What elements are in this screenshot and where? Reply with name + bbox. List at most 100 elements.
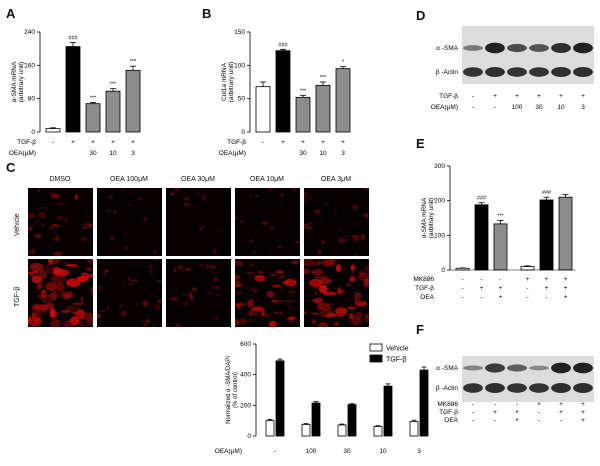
row-label-oea: OEA(μM)	[219, 150, 246, 157]
y-tick-label: 100	[234, 62, 245, 69]
y-axis-label: Normalized α -SMA/DAPI	[226, 356, 232, 424]
bar	[493, 223, 508, 271]
row-value: -	[274, 448, 276, 455]
significance-mark: ***	[320, 75, 327, 81]
row-value: -	[472, 93, 474, 100]
y-tick-label: 0	[247, 433, 251, 440]
significance-mark: ###	[477, 196, 487, 202]
micrograph-image	[235, 188, 300, 256]
significance-mark: ###	[68, 35, 78, 41]
bar	[265, 420, 275, 437]
y-tick-label: 300	[434, 163, 445, 170]
blot-membrane	[462, 26, 594, 84]
blot-band	[507, 383, 527, 393]
y-tick-label: 150	[234, 29, 245, 36]
significance-mark: *	[342, 60, 345, 66]
micrograph-image	[304, 259, 369, 327]
significance-mark: ###	[278, 42, 288, 48]
y-axis-label: α-SMA mRNA	[421, 197, 428, 238]
bar	[301, 424, 311, 437]
y-tick-label: 0	[241, 129, 245, 136]
row-label: MK886	[437, 401, 458, 408]
band-label: β -Actin	[436, 69, 459, 76]
blot-band	[529, 365, 549, 371]
bar	[455, 267, 470, 271]
row-value: -	[494, 417, 496, 424]
micrograph-image	[28, 188, 93, 256]
row-label: OEA	[444, 417, 458, 424]
row-value: +	[301, 139, 305, 146]
micrograph-image	[304, 188, 369, 256]
bar	[125, 69, 141, 133]
row-value: +	[111, 139, 115, 146]
row-value: 3	[581, 104, 585, 111]
row-value: 100	[306, 448, 317, 455]
row-label: OEA	[420, 294, 434, 301]
bar	[474, 204, 489, 271]
bar	[255, 86, 271, 133]
chart-c: 0 200 400 600 Normalized α -SMA/DAPI (% of co…	[215, 341, 429, 455]
row-value: +	[581, 93, 585, 100]
row-value: 10	[557, 104, 565, 111]
micrograph-image	[235, 259, 300, 327]
bar	[45, 128, 61, 133]
row-value: 10	[319, 150, 327, 157]
row-value: -	[472, 401, 474, 408]
bar	[315, 84, 331, 133]
row-value: +	[515, 93, 519, 100]
y-axis-label: Col1a mRNA	[221, 62, 228, 101]
row-value: 10	[109, 150, 117, 157]
bar	[275, 50, 291, 133]
row-value: +	[564, 294, 568, 301]
significance-mark: ***	[90, 95, 97, 101]
y-tick-label: 200	[434, 198, 445, 205]
row-value: -	[52, 139, 54, 146]
blot-band	[573, 42, 593, 54]
panel-label-e: E	[416, 136, 425, 151]
row-value: -	[494, 401, 496, 408]
blot-band	[551, 67, 571, 77]
row-label: TGF-β	[415, 285, 434, 292]
row-value: 30	[299, 150, 307, 157]
blot-band	[507, 43, 527, 53]
panel-label-b: B	[202, 6, 212, 21]
micrograph-row-label: TGF-β	[14, 286, 21, 307]
blot-band	[485, 363, 505, 373]
row-value: -	[526, 294, 528, 301]
row-value: 30	[535, 104, 543, 111]
row-value: -	[499, 276, 501, 283]
row-value: -	[472, 104, 474, 111]
row-value: -	[472, 417, 474, 424]
blot-band	[507, 364, 527, 372]
micrograph-image	[166, 259, 231, 327]
bar	[347, 404, 357, 437]
blot-band	[485, 42, 505, 54]
significance-mark: ***	[497, 213, 504, 219]
row-value: -	[560, 417, 562, 424]
row-value: +	[515, 417, 519, 424]
row-value: -	[480, 276, 482, 283]
significance-mark: ***	[300, 88, 307, 94]
y-tick-label: 600	[240, 341, 251, 348]
bar	[409, 421, 419, 437]
bar	[373, 426, 383, 437]
row-value: +	[499, 285, 503, 292]
western-blot-d: α -SMA β -Actin TGF-β OEA(μM) - + + + + + - - 100 30 1…	[431, 26, 594, 111]
bar	[105, 90, 121, 133]
blot-band	[529, 67, 549, 77]
row-value: 30	[89, 150, 97, 157]
row-value: +	[91, 139, 95, 146]
blot-band	[551, 383, 571, 393]
blot-band	[573, 383, 593, 393]
row-value: -	[538, 417, 540, 424]
row-value: +	[559, 401, 563, 408]
row-value: +	[545, 285, 549, 292]
row-value: +	[581, 401, 585, 408]
row-value: 3	[417, 448, 421, 455]
y-axis-label: (arbitrary unit)	[428, 198, 435, 238]
blot-band	[551, 362, 571, 374]
row-label-tgf: TGF-β	[17, 139, 36, 146]
row-value: -	[545, 294, 547, 301]
row-value: -	[480, 294, 482, 301]
